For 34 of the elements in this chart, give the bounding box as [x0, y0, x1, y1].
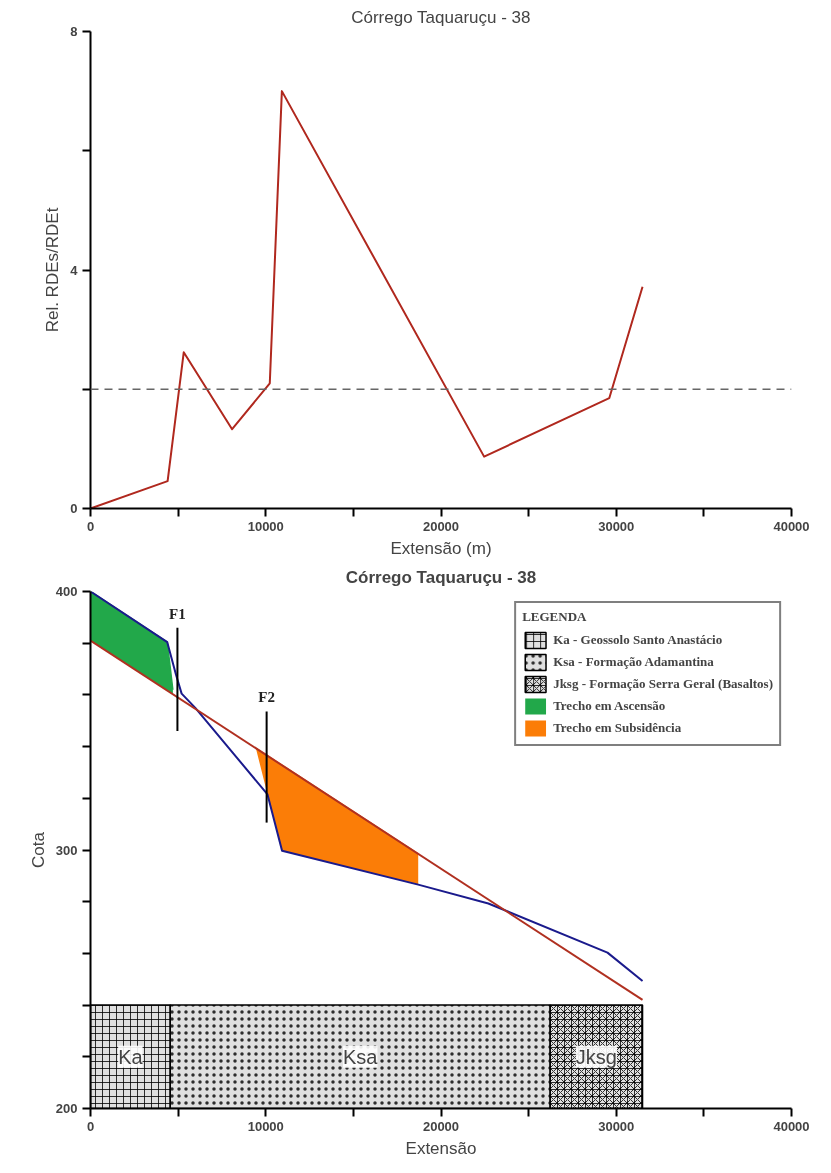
- legend-title: LEGENDA: [522, 609, 588, 625]
- legend-label: Trecho em Ascensão: [553, 697, 666, 715]
- annotation: Ka: [118, 1045, 144, 1068]
- legend-label: Jksg - Formação Serra Geral (Basaltos): [553, 675, 773, 693]
- x-tick-label: 0: [86, 1118, 95, 1134]
- x-tick-label: 40000: [773, 518, 810, 534]
- annotation: Ksa: [342, 1045, 379, 1068]
- x-axis-title: Extensão: [405, 1138, 477, 1158]
- x-tick-label: 30000: [598, 1118, 635, 1134]
- y-tick-label: 300: [55, 842, 78, 858]
- y-axis-title: Rel. RDEs/RDEt: [43, 207, 63, 333]
- x-tick-label: 30000: [598, 518, 635, 534]
- line-series: [90, 90, 644, 509]
- x-tick-label: 20000: [422, 518, 460, 534]
- legend-label: Ka - Geossolo Santo Anastácio: [553, 631, 723, 649]
- x-tick-label: 20000: [422, 1118, 460, 1134]
- y-tick-label: 4: [70, 262, 79, 278]
- series-label: F2: [258, 689, 275, 706]
- chart-title: Córrego Taquaruçu - 38: [345, 567, 537, 587]
- legend-label: Trecho em Subsidência: [553, 719, 682, 737]
- x-tick-label: 10000: [247, 518, 284, 534]
- x-tick-label: 10000: [247, 1118, 284, 1134]
- chart-title: Córrego Taquaruçu - 38: [351, 7, 531, 27]
- y-tick-label: 8: [70, 24, 78, 39]
- annotation: Jksg: [575, 1045, 617, 1068]
- x-tick-label: 0: [86, 518, 95, 534]
- legend-label: Ksa - Formação Adamantina: [553, 653, 714, 671]
- x-tick-label: 40000: [773, 1118, 810, 1134]
- x-axis-title: Extensão (m): [390, 538, 492, 558]
- y-tick-label: 400: [55, 584, 78, 599]
- y-tick-label: 200: [55, 1101, 78, 1116]
- y-axis-title: Cota: [28, 831, 48, 868]
- y-tick-label: 0: [70, 501, 78, 516]
- series-label: F1: [169, 605, 186, 622]
